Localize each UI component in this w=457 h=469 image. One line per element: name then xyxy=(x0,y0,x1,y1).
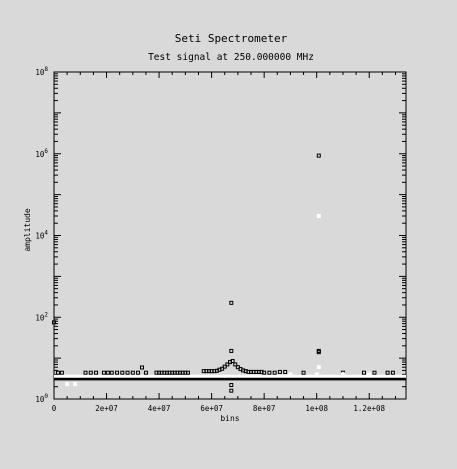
y-tick-label: 104 xyxy=(35,230,48,241)
data-point-series-1 xyxy=(220,366,225,371)
data-point-series-1 xyxy=(185,370,190,375)
axis-ticks xyxy=(53,72,406,400)
x-tick-label: 1.2e+08 xyxy=(353,404,385,413)
chart-title: Seti Spectrometer xyxy=(175,32,288,45)
data-point-series-1 xyxy=(225,362,230,367)
data-point-series-1 xyxy=(229,388,234,393)
data-point-series-1 xyxy=(140,365,144,370)
data-point-series-1 xyxy=(272,370,277,375)
data-point-series-1 xyxy=(130,370,135,375)
baseline-layer xyxy=(54,374,406,381)
data-point-series-1 xyxy=(233,362,238,367)
data-point-series-1 xyxy=(125,370,130,375)
data-point-series-1 xyxy=(262,370,267,375)
data-point-series-2 xyxy=(73,382,78,387)
data-point-series-1 xyxy=(316,350,321,355)
data-point-series-2 xyxy=(65,382,70,387)
data-point-series-1 xyxy=(88,370,93,375)
y-tick-labels: 100 102 104 106 108 xyxy=(35,66,48,404)
data-point-series-1 xyxy=(316,153,321,158)
x-tick-labels: 0 2e+07 4e+07 6e+07 8e+07 1e+08 1.2e+08 xyxy=(52,404,386,413)
y-tick-label: 102 xyxy=(35,311,48,322)
data-point-series-1 xyxy=(101,370,106,375)
data-point-series-1 xyxy=(385,370,390,375)
data-point-series-1 xyxy=(390,370,395,375)
data-point-series-2 xyxy=(288,372,293,377)
data-point-series-1 xyxy=(143,370,148,375)
data-point-series-1 xyxy=(59,370,64,375)
x-tick-label: 2e+07 xyxy=(95,404,118,413)
data-point-series-1 xyxy=(283,369,288,374)
data-point-series-1 xyxy=(229,300,234,305)
data-point-series-1 xyxy=(83,370,88,375)
data-point-series-1 xyxy=(267,370,272,375)
data-point-series-1 xyxy=(277,369,282,374)
y-axis-label: amplitude xyxy=(23,208,32,252)
baseline-series-2 xyxy=(54,374,406,378)
data-point-series-1 xyxy=(229,348,234,353)
y-tick-label: 106 xyxy=(35,148,48,159)
data-point-series-1 xyxy=(52,320,56,325)
y-tick-label: 108 xyxy=(35,66,48,77)
data-point-series-1 xyxy=(94,370,99,375)
x-tick-label: 4e+07 xyxy=(148,404,171,413)
data-point-series-1 xyxy=(372,370,377,375)
x-tick-label: 8e+07 xyxy=(253,404,276,413)
baseline-series-1 xyxy=(54,377,406,381)
data-point-series-1 xyxy=(120,370,125,375)
x-axis-label: bins xyxy=(220,414,239,423)
data-point-series-1 xyxy=(109,370,114,375)
data-point-series-1 xyxy=(301,370,306,375)
data-point-series-1 xyxy=(136,370,141,375)
data-point-series-2 xyxy=(316,365,321,370)
data-point-series-1 xyxy=(115,370,120,375)
data-point-series-1 xyxy=(230,359,235,364)
data-point-series-1 xyxy=(55,370,60,375)
data-point-series-1 xyxy=(105,370,110,375)
data-point-series-2 xyxy=(316,214,321,218)
x-tick-label: 6e+07 xyxy=(200,404,223,413)
y-tick-label: 100 xyxy=(35,393,48,404)
chart-subtitle: Test signal at 250.000000 MHz xyxy=(148,52,314,63)
data-point-series-2 xyxy=(314,372,319,377)
data-point-series-1 xyxy=(361,370,366,375)
data-point-series-2 xyxy=(340,372,345,377)
data-point-series-1 xyxy=(222,364,227,369)
data-point-series-2 xyxy=(367,372,372,377)
x-tick-label: 0 xyxy=(52,404,57,413)
data-points-layer xyxy=(52,153,395,393)
x-tick-label: 1e+08 xyxy=(305,404,328,413)
data-point-series-1 xyxy=(229,383,234,387)
